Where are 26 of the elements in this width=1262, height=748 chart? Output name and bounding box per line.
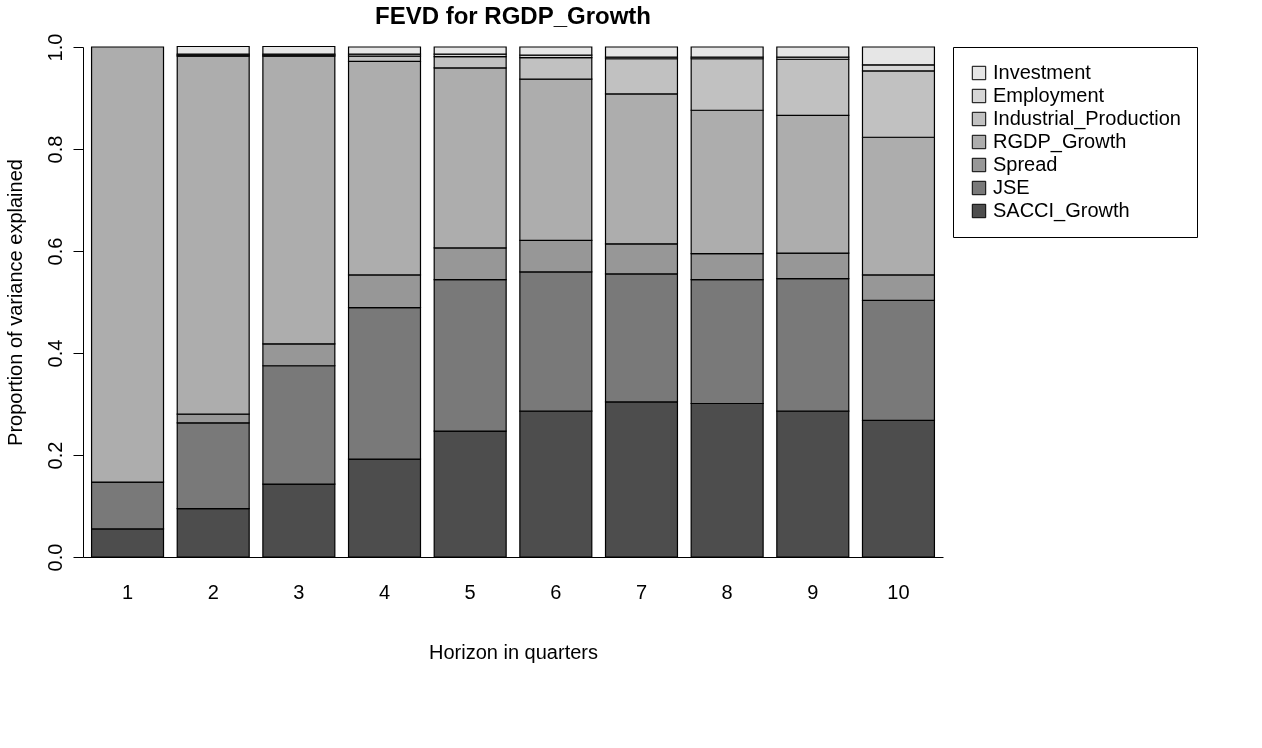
y-tick-label: 0.0 bbox=[43, 543, 66, 572]
x-tick-label: 7 bbox=[635, 580, 648, 603]
y-tick-label: 0.8 bbox=[43, 135, 66, 164]
x-tick-label: 3 bbox=[293, 580, 305, 603]
y-tick-label: 1.0 bbox=[43, 33, 66, 62]
x-tick-label: 6 bbox=[550, 580, 562, 603]
x-tick-label: 10 bbox=[887, 580, 910, 603]
legend-label: SACCI_Growth bbox=[993, 199, 1130, 222]
y-tick-label: 0.4 bbox=[43, 339, 66, 368]
legend-label: Employment bbox=[993, 84, 1105, 106]
x-axis-title: Horizon in quarters bbox=[429, 640, 598, 663]
x-tick-label: 4 bbox=[378, 580, 391, 603]
legend-label: Industrial_Production bbox=[993, 107, 1181, 130]
legend-label: JSE bbox=[993, 176, 1030, 198]
legend-label: Investment bbox=[993, 61, 1092, 83]
x-tick-label: 2 bbox=[207, 580, 219, 603]
x-tick-label: 9 bbox=[807, 580, 819, 603]
x-tick-label: 8 bbox=[721, 580, 733, 603]
x-tick-label: 5 bbox=[464, 580, 476, 603]
legend-label: RGDP_Growth bbox=[993, 130, 1127, 153]
y-axis-title: Proportion of variance explained bbox=[3, 159, 26, 446]
chart-title: FEVD for RGDP_Growth bbox=[374, 2, 652, 30]
x-tick-label: 1 bbox=[121, 580, 134, 603]
y-tick-label: 0.2 bbox=[43, 441, 66, 470]
y-tick-label: 0.6 bbox=[43, 237, 66, 266]
legend-label: Spread bbox=[993, 153, 1058, 175]
